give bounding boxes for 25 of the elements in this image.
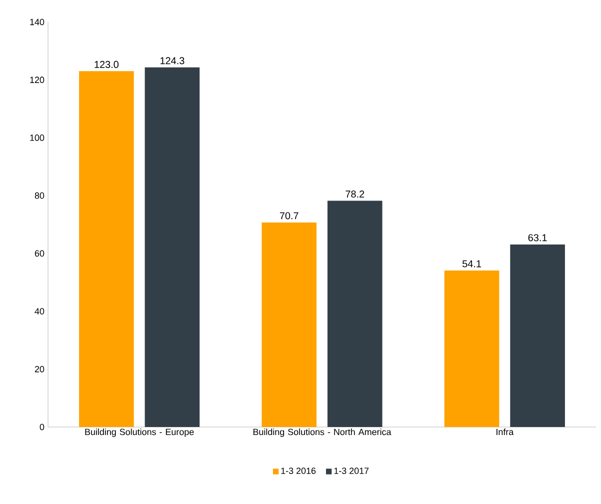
x-tick-label: Building Solutions - North America (253, 428, 392, 437)
bar (262, 222, 317, 427)
x-tick-label: Infra (496, 428, 514, 436)
data-label: 54.1 (462, 260, 482, 268)
legend-label: 1-3 2017 (334, 468, 369, 474)
y-tick-label: 0 (40, 424, 44, 430)
legend-label: 1-3 2016 (281, 468, 316, 474)
y-tick-label: 60 (34, 250, 44, 257)
bar (510, 244, 565, 427)
data-label: 63.1 (528, 234, 547, 242)
bar (444, 270, 500, 427)
y-tick-label: 20 (34, 366, 44, 372)
data-label: 70.7 (280, 212, 298, 220)
bar (144, 67, 200, 427)
bar (79, 71, 134, 427)
y-tick-label: 80 (34, 192, 44, 199)
y-tick-label: 100 (30, 134, 44, 141)
bar (327, 200, 382, 427)
y-tick-label: 40 (34, 308, 44, 314)
data-label: 124.3 (160, 57, 184, 64)
data-label: 123.0 (94, 60, 119, 68)
y-tick-label: 140 (30, 18, 44, 26)
y-tick-label: 120 (30, 76, 44, 84)
x-tick-label: Building Solutions - Europe (85, 428, 194, 437)
data-label: 78.2 (346, 190, 364, 198)
